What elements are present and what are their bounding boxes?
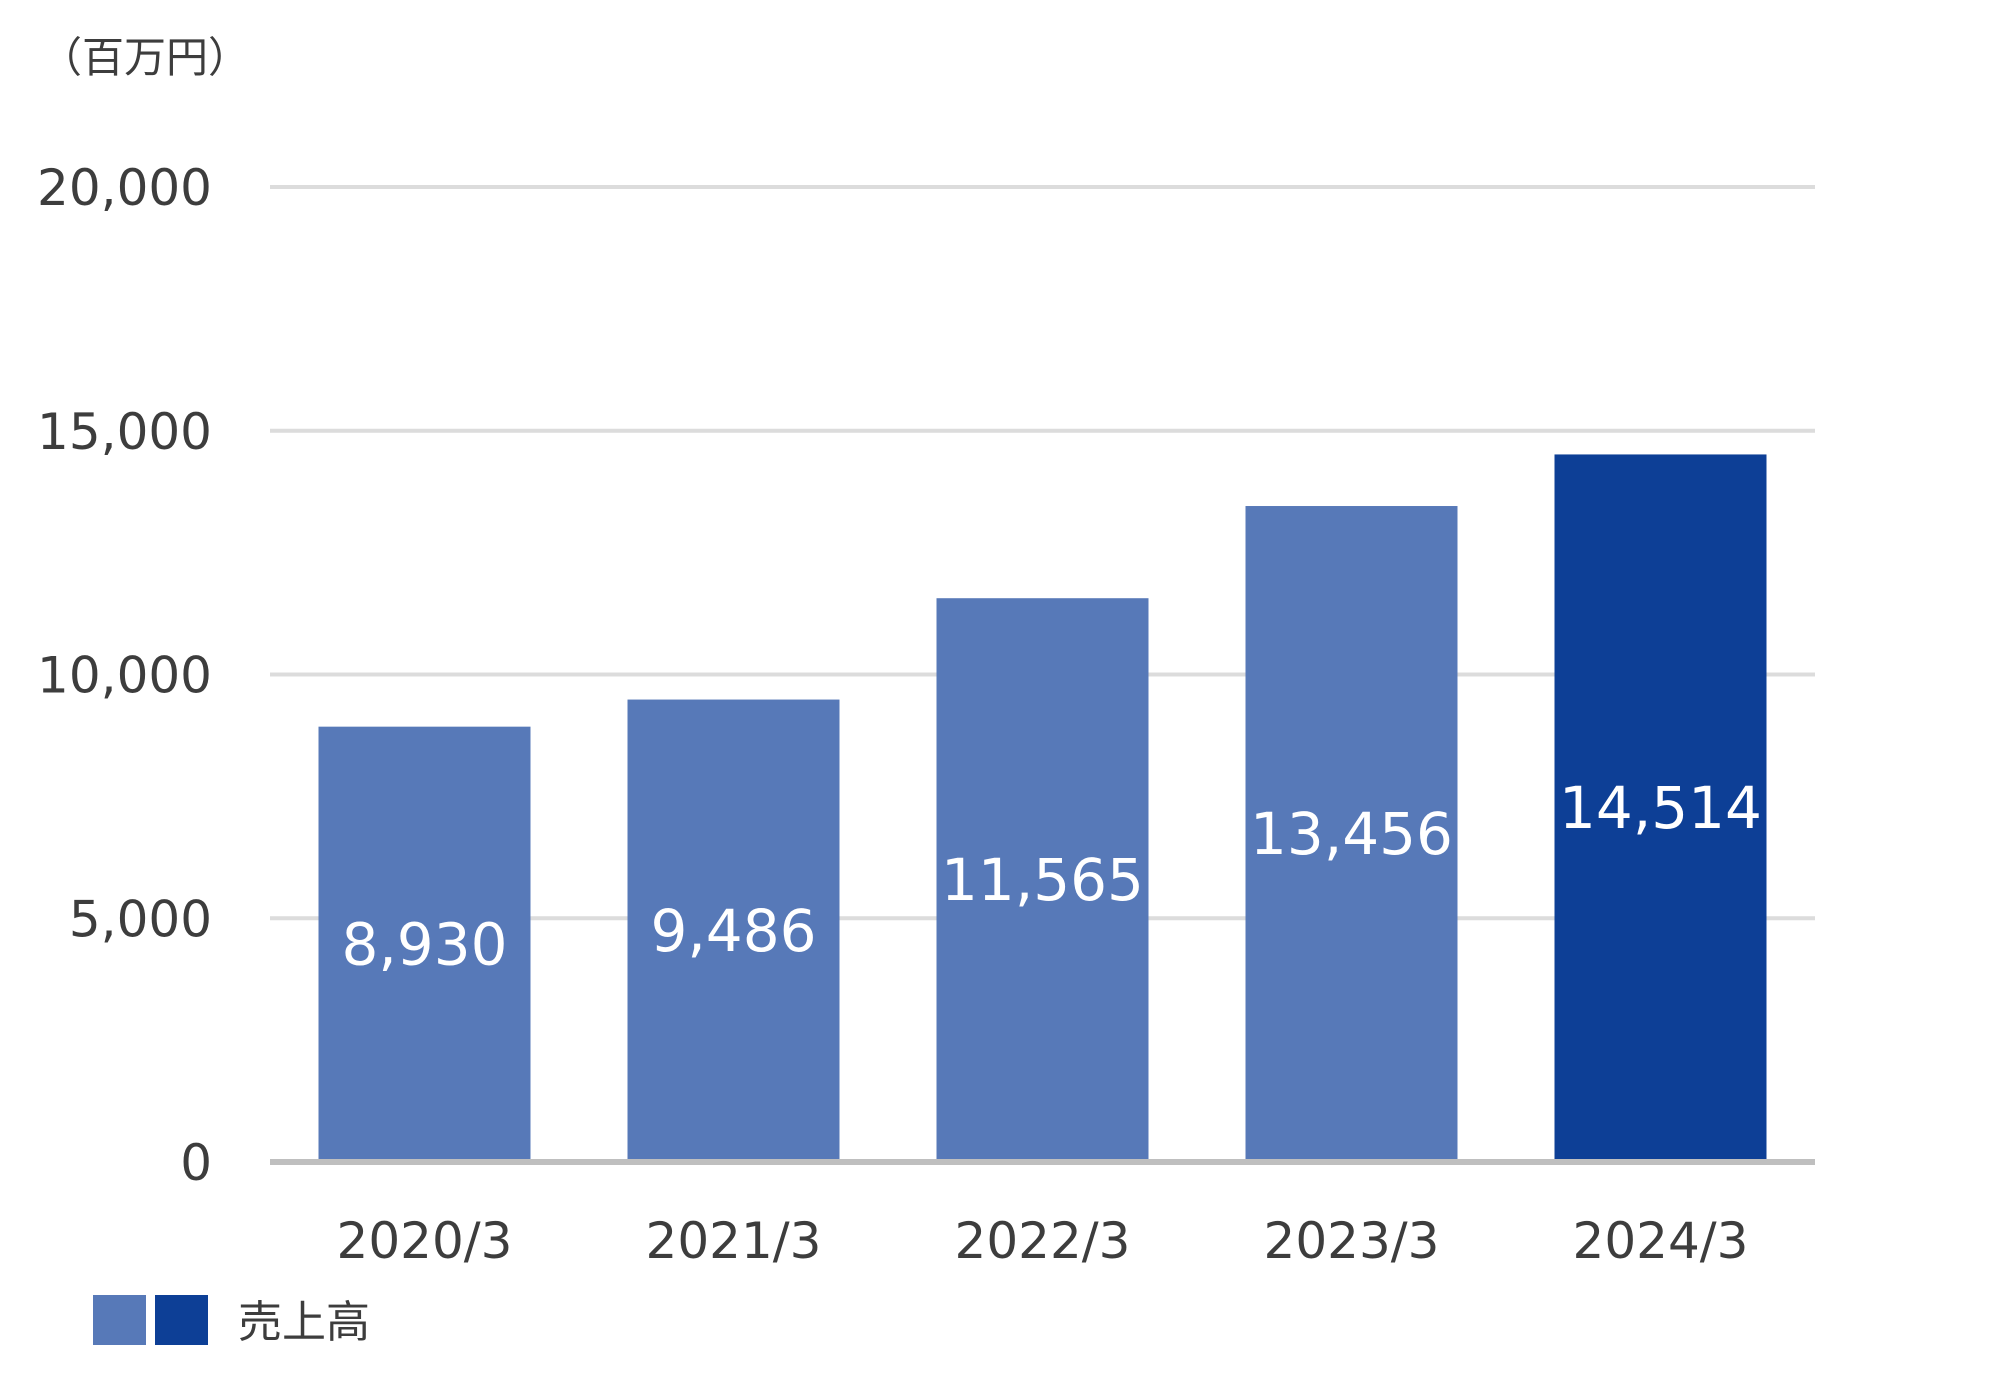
bar-2022-3 (936, 598, 1149, 1159)
legend-swatch-standard (93, 1295, 146, 1345)
bar-2020-3 (318, 726, 531, 1159)
bar-value-label: 14,514 (1559, 774, 1762, 842)
bar-value-label: 11,565 (941, 846, 1144, 914)
legend-swatch-highlight (155, 1295, 208, 1345)
bars (318, 454, 1767, 1159)
x-tick-label: 2024/3 (1573, 1212, 1749, 1270)
bar-value-labels: 8,930 9,486 11,565 13,456 14,514 (341, 774, 1762, 978)
y-tick-label: 15,000 (37, 403, 212, 461)
bar-value-label: 9,486 (650, 897, 816, 965)
legend-label: 売上高 (238, 1297, 370, 1348)
y-axis-tick-labels: 0 5,000 10,000 15,000 20,000 (37, 159, 212, 1192)
bar-2023-3 (1245, 506, 1458, 1159)
x-tick-label: 2023/3 (1264, 1212, 1440, 1270)
legend: 売上高 (93, 1295, 370, 1348)
y-tick-label: 10,000 (37, 647, 212, 705)
x-tick-label: 2022/3 (955, 1212, 1131, 1270)
x-tick-label: 2021/3 (646, 1212, 822, 1270)
y-tick-label: 20,000 (37, 159, 212, 217)
y-tick-label: 0 (180, 1134, 212, 1192)
bar-2021-3 (627, 699, 840, 1159)
y-axis-unit-label: （百万円） (40, 33, 250, 82)
bar-value-label: 8,930 (341, 910, 507, 978)
y-tick-label: 5,000 (69, 890, 212, 948)
bar-value-label: 13,456 (1250, 800, 1453, 868)
x-tick-label: 2020/3 (337, 1212, 513, 1270)
x-axis-tick-labels: 2020/3 2021/3 2022/3 2023/3 2024/3 (337, 1212, 1749, 1270)
bar-2024-3 (1554, 454, 1767, 1159)
